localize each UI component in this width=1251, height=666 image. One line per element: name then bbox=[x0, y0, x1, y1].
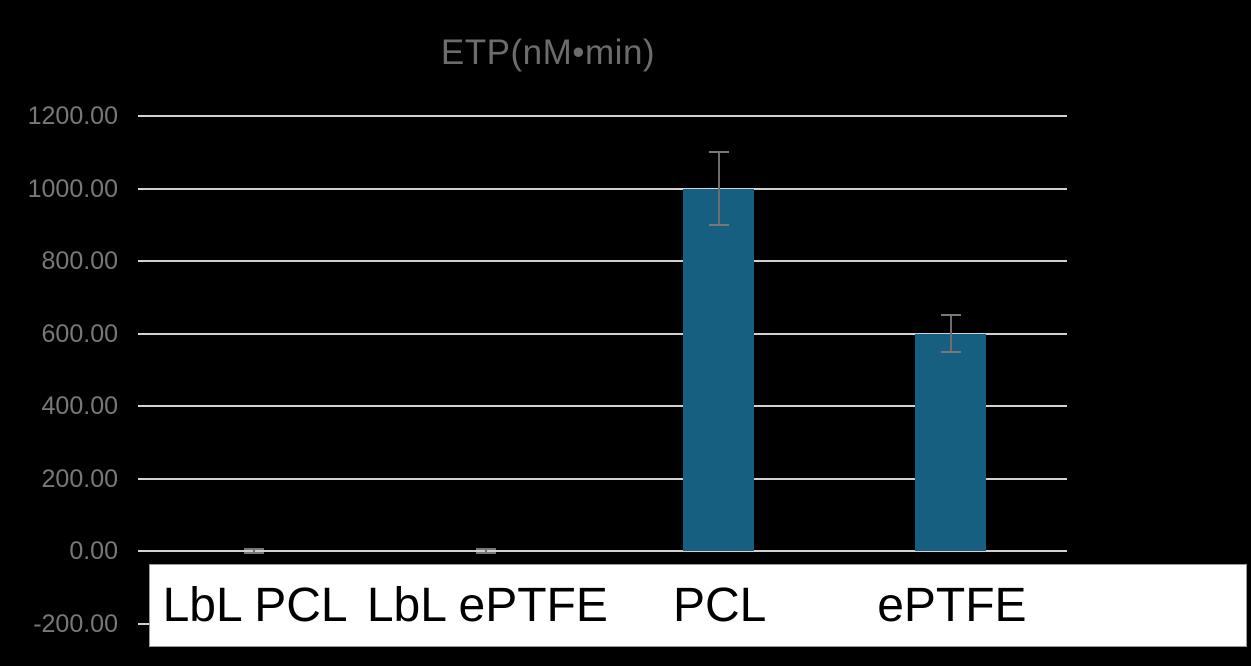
error-bar-cap bbox=[244, 548, 265, 551]
bar-eptfe bbox=[915, 333, 987, 551]
error-bar-cap bbox=[708, 151, 729, 154]
error-bar-whisker bbox=[253, 549, 256, 553]
y-tick-label: 400.00 bbox=[41, 392, 118, 420]
category-label-band: LbL PCL LbL ePTFE PCL ePTFE bbox=[149, 564, 1247, 647]
gridline bbox=[138, 187, 1067, 190]
y-tick-label: 1200.00 bbox=[27, 102, 118, 130]
error-bar-whisker bbox=[485, 549, 488, 553]
y-tick-label: 600.00 bbox=[41, 319, 118, 348]
gridline bbox=[138, 550, 1067, 552]
error-bar-cap bbox=[940, 350, 961, 353]
error-bar-whisker bbox=[949, 315, 952, 352]
error-bar-cap bbox=[244, 551, 265, 554]
gridline bbox=[138, 115, 1067, 117]
gridline bbox=[138, 332, 1067, 335]
error-bar-cap bbox=[476, 551, 497, 554]
category-label: LbL PCL bbox=[162, 579, 348, 632]
y-tick-label: 1000.00 bbox=[27, 174, 118, 203]
error-bar-cap bbox=[940, 314, 961, 317]
category-label: LbL ePTFE bbox=[366, 579, 608, 632]
gridline bbox=[138, 260, 1067, 262]
error-bar-whisker bbox=[717, 152, 720, 225]
y-tick-label: 0.00 bbox=[69, 537, 118, 565]
bar-pcl bbox=[683, 188, 755, 551]
gridline bbox=[138, 405, 1067, 407]
error-bar-cap bbox=[708, 223, 729, 226]
y-tick-label: 800.00 bbox=[41, 247, 118, 275]
category-label: PCL bbox=[672, 579, 767, 632]
error-bar-cap bbox=[476, 548, 497, 551]
category-label: ePTFE bbox=[877, 579, 1027, 632]
chart-title: ETP(nM•min) bbox=[440, 33, 656, 72]
y-tick-label: 200.00 bbox=[41, 464, 118, 493]
y-tick-label: -200.00 bbox=[33, 609, 118, 638]
gridline bbox=[138, 477, 1067, 480]
